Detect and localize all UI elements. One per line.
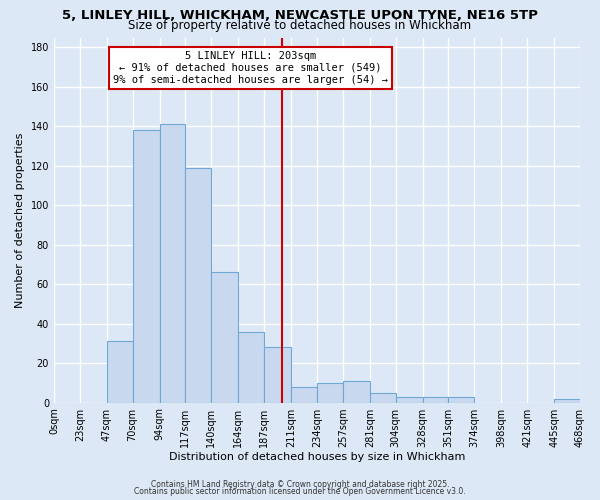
Text: 5, LINLEY HILL, WHICKHAM, NEWCASTLE UPON TYNE, NE16 5TP: 5, LINLEY HILL, WHICKHAM, NEWCASTLE UPON… [62, 9, 538, 22]
Bar [133, 130, 160, 402]
Bar [395, 396, 422, 402]
Text: Contains HM Land Registry data © Crown copyright and database right 2025.: Contains HM Land Registry data © Crown c… [151, 480, 449, 489]
Y-axis label: Number of detached properties: Number of detached properties [15, 132, 25, 308]
X-axis label: Distribution of detached houses by size in Whickham: Distribution of detached houses by size … [169, 452, 465, 462]
Bar [211, 272, 238, 402]
Bar [238, 332, 264, 402]
Bar [160, 124, 185, 402]
Bar [264, 348, 291, 403]
Text: Size of property relative to detached houses in Whickham: Size of property relative to detached ho… [128, 19, 472, 32]
Bar [107, 342, 133, 402]
Text: Contains public sector information licensed under the Open Government Licence v3: Contains public sector information licen… [134, 487, 466, 496]
Text: 5 LINLEY HILL: 203sqm
← 91% of detached houses are smaller (549)
9% of semi-deta: 5 LINLEY HILL: 203sqm ← 91% of detached … [113, 52, 388, 84]
Bar [185, 168, 211, 402]
Bar [317, 383, 343, 402]
Bar [370, 392, 395, 402]
Bar [448, 396, 475, 402]
Bar [343, 381, 370, 402]
Bar [291, 387, 317, 402]
Bar [422, 396, 448, 402]
Bar [554, 398, 580, 402]
